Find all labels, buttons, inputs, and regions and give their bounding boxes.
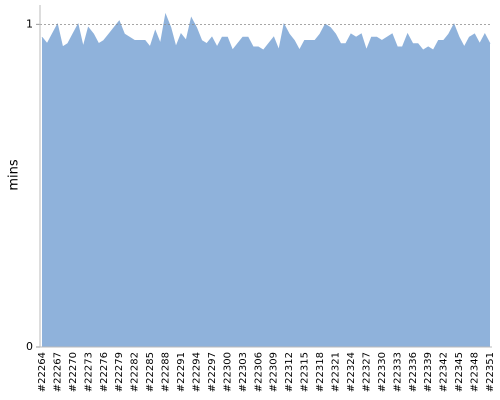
x-tick-label: #22288 [161,352,172,392]
x-tick-label: #22303 [238,352,249,392]
x-tick-label: #22339 [423,352,434,392]
x-tick-label: #22327 [361,352,372,392]
x-tick-label: #22318 [315,352,326,392]
y-tick-label: 0 [26,340,33,353]
x-tick-label: #22321 [331,352,342,392]
x-tick-label: #22336 [408,352,419,392]
x-tick-label: #22267 [52,352,63,392]
x-tick-label: #22282 [130,352,141,392]
x-tick-label: #22351 [485,352,496,392]
x-tick-label: #22285 [145,352,156,392]
x-tick-label: #22324 [346,352,357,392]
x-tick-label: #22309 [269,352,280,392]
x-tick-label: #22330 [377,352,388,392]
x-tick-label: #22294 [191,352,202,392]
y-axis-label: mins [7,159,22,191]
x-tick-label: #22297 [207,352,218,392]
y-tick-label: 1 [26,17,33,30]
x-tick-label: #22273 [83,352,94,392]
x-tick-label: #22300 [222,352,233,392]
x-tick-label: #22345 [454,352,465,392]
x-tick-label: #22306 [253,352,264,392]
x-tick-label: #22315 [300,352,311,392]
x-tick-label: #22276 [99,352,110,392]
x-tick-label: #22333 [392,352,403,392]
x-tick-label: #22312 [284,352,295,392]
area-fill [42,14,490,348]
x-tick-label: #22264 [37,352,48,392]
x-tick-label: #22291 [176,352,187,392]
x-tick-label: #22342 [439,352,450,392]
x-tick-label: #22279 [114,352,125,392]
x-tick-label: #22270 [68,352,79,392]
x-tick-label: #22348 [470,352,481,392]
